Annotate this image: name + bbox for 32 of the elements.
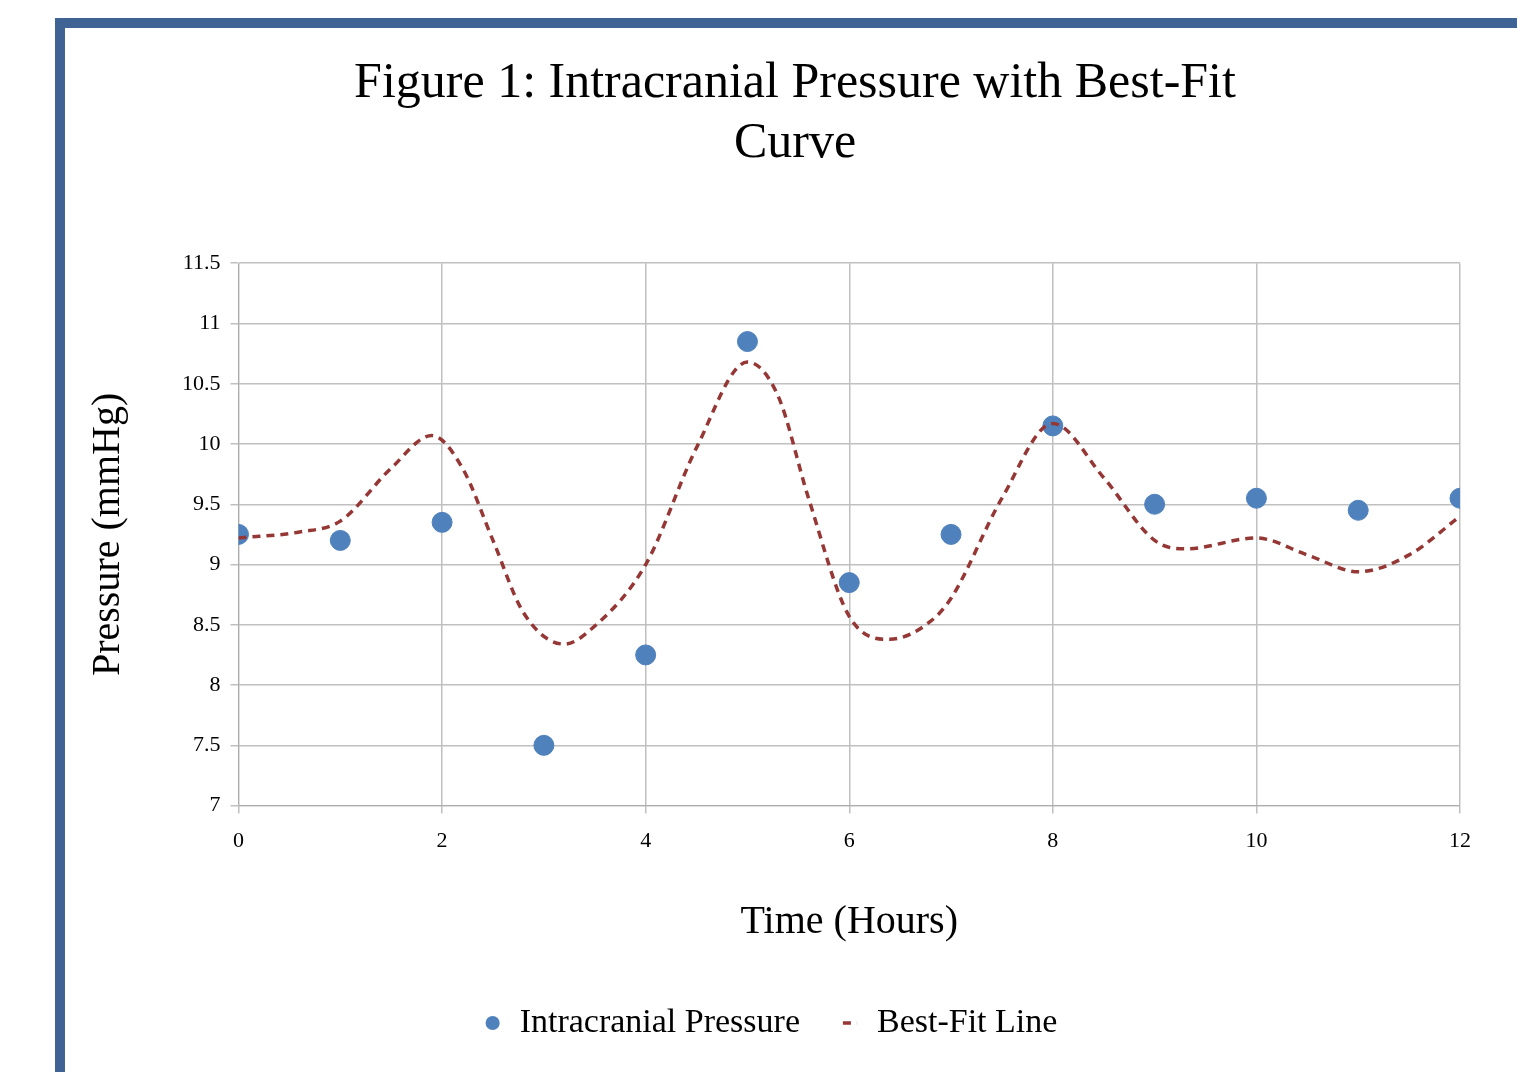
point — [838, 572, 860, 594]
point — [1347, 499, 1369, 521]
point — [533, 734, 555, 756]
y-tick-label: 8 — [209, 670, 221, 696]
y-tick-label: 10.5 — [182, 369, 221, 395]
x-tick-label: 10 — [1245, 826, 1268, 852]
point — [940, 523, 962, 545]
y-axis-title: Pressure (mmHg) — [82, 392, 128, 677]
x-tick-label: 6 — [843, 826, 855, 852]
y-tick-label: 8.5 — [193, 610, 221, 636]
y-tick-label: 7.5 — [193, 731, 221, 757]
x-axis-title: Time (Hours) — [740, 896, 958, 942]
point — [431, 511, 453, 533]
y-tick-label: 11 — [199, 309, 221, 335]
point — [329, 529, 351, 551]
y-tick-label: 7 — [209, 791, 221, 817]
point — [736, 331, 758, 353]
point — [635, 644, 657, 666]
legend-label: Intracranial Pressure — [519, 1001, 800, 1039]
y-tick-label: 9 — [209, 550, 221, 576]
x-tick-label: 4 — [640, 826, 652, 852]
point — [1245, 487, 1267, 509]
legend-label: Best-Fit Line — [877, 1001, 1058, 1039]
chart-title: Figure 1: Intracranial Pressure with Best-Fit Curve — [353, 51, 1237, 170]
x-tick-label: 8 — [1047, 826, 1059, 852]
x-tick-label: 0 — [233, 826, 244, 852]
x-tick-label: 2 — [436, 826, 448, 852]
point — [1144, 493, 1166, 515]
y-tick-label: 10 — [198, 429, 221, 455]
y-tick-label: 9.5 — [193, 490, 221, 516]
x-tick-label: 12 — [1449, 826, 1471, 852]
y-tick-label: 11.5 — [182, 248, 221, 274]
